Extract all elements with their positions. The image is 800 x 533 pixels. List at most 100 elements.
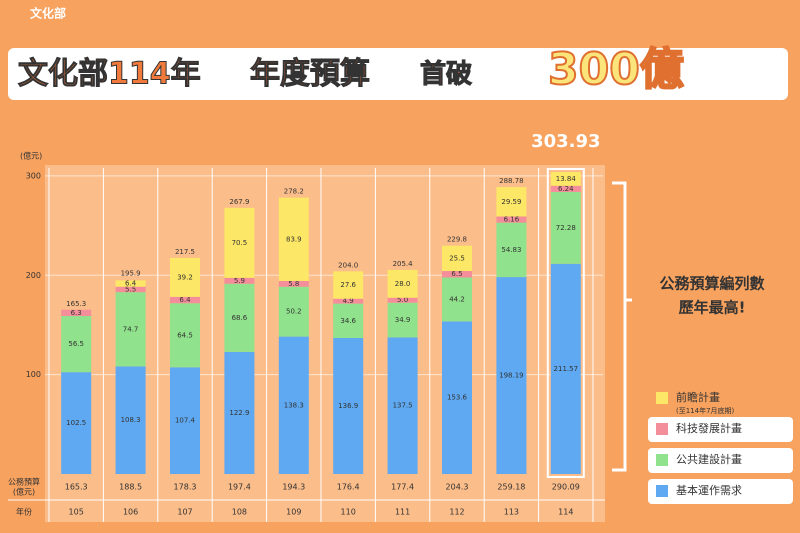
legend-swatch: [656, 392, 668, 404]
segment-label: 34.9: [395, 316, 411, 324]
bar-segment: [442, 277, 472, 322]
x-tick-label: 113: [504, 508, 519, 517]
budget-value: 204.3: [446, 483, 469, 492]
title-part: 年度預算: [250, 57, 370, 92]
bar-segment: [333, 303, 364, 338]
budget-value: 197.4: [228, 483, 251, 492]
segment-label: 198.19: [499, 372, 524, 380]
bar-segment: [387, 269, 418, 298]
bar-segment: [278, 197, 309, 281]
segment-label: 107.4: [175, 417, 196, 425]
callout: 公務預算編列數: [659, 275, 764, 293]
x-tick-label: 105: [69, 508, 84, 517]
bar-segment: [442, 245, 472, 272]
legend-label: 基本運作需求: [676, 483, 742, 497]
legend-swatch: [656, 485, 668, 497]
segment-label: 6.3: [71, 309, 82, 317]
title-part: 300億: [548, 44, 684, 95]
segment-label: 64.5: [177, 331, 193, 339]
bar-segment: [115, 286, 146, 293]
segment-label: 44.2: [449, 295, 465, 303]
bar-segment: [387, 337, 418, 474]
segment-label: 27.6: [340, 281, 356, 289]
bar-segment: [170, 296, 200, 304]
title-part: 文化部114年: [18, 57, 201, 92]
budget-value: 165.3: [65, 483, 88, 492]
legend-swatch: [656, 454, 668, 466]
segment-label: 5.5: [125, 285, 136, 293]
bar-segment: [442, 271, 472, 278]
x-tick-label: 114: [558, 508, 573, 517]
bar-segment: [496, 216, 527, 223]
bar-segment: [442, 321, 472, 474]
segment-label: 153.6: [447, 394, 468, 402]
bar-segment: [550, 185, 581, 192]
x-tick-label: 106: [123, 508, 138, 517]
segment-label: 50.2: [286, 308, 302, 316]
segment-label: 6.5: [451, 270, 462, 278]
bar-segment: [224, 351, 255, 474]
x-tick-label: 109: [286, 508, 301, 517]
legend-box: [648, 417, 793, 442]
total-label: 165.3: [66, 300, 86, 308]
segment-label: 74.7: [123, 325, 139, 333]
unit-label: (億元): [20, 151, 42, 161]
y-tick-label: 300: [26, 171, 41, 180]
bar-segment: [496, 222, 527, 278]
bar-segment: [115, 366, 146, 474]
budget-value: 188.5: [119, 483, 142, 492]
bar-segment: [115, 280, 146, 287]
segment-label: 70.5: [232, 239, 248, 247]
segment-label: 6.4: [125, 280, 137, 288]
total-label: 217.5: [175, 248, 195, 256]
legend-swatch: [656, 423, 668, 435]
row-label: 公務預算: [8, 477, 40, 487]
segment-label: 83.9: [286, 235, 302, 243]
budget-value: 290.09: [552, 483, 580, 492]
total-label: 288.78: [499, 177, 524, 185]
bar-segment: [115, 292, 146, 367]
total-label: 195.9: [121, 269, 141, 277]
bar-segment: [61, 372, 92, 474]
bar-segment: [278, 286, 309, 337]
total-label: 267.9: [229, 198, 249, 206]
bar-segment: [550, 172, 581, 186]
callout: 歷年最高!: [679, 299, 746, 317]
bar-segment: [387, 302, 418, 338]
bracket: [612, 181, 627, 472]
legend-note: (至114年7月底期): [676, 406, 735, 415]
segment-label: 5.9: [234, 277, 245, 285]
segment-label: 5.8: [288, 280, 299, 288]
segment-label: 137.5: [393, 402, 413, 410]
segment-label: 13.84: [556, 175, 577, 183]
segment-label: 6.4: [179, 296, 191, 304]
segment-label: 34.6: [340, 317, 356, 325]
x-tick-label: 112: [449, 508, 464, 517]
segment-label: 6.16: [504, 216, 520, 224]
bar-segment: [170, 303, 200, 368]
total-label: 205.4: [393, 260, 414, 268]
legend-label: 公共建設計畫: [676, 452, 742, 466]
budget-value: 194.3: [282, 483, 305, 492]
segment-label: 72.28: [556, 224, 576, 232]
segment-label: 6.24: [558, 185, 574, 193]
segment-label: 28.0: [395, 280, 411, 288]
segment-label: 25.5: [449, 254, 465, 262]
bar-segment: [278, 280, 309, 287]
bar-segment: [387, 297, 418, 303]
budget-value: 176.4: [337, 483, 360, 492]
bar-segment: [550, 191, 581, 264]
bar-segment: [224, 283, 255, 352]
logo: 文化部: [30, 6, 66, 21]
title-banner: [8, 48, 788, 100]
bar-segment: [333, 298, 364, 304]
segment-label: 108.3: [121, 416, 141, 424]
segment-label: 4.9: [343, 297, 354, 305]
bar-segment: [550, 263, 581, 474]
legend-box: [648, 479, 793, 504]
bar-segment: [278, 336, 309, 474]
legend-label: 前瞻計畫: [676, 390, 720, 404]
bar-segment: [170, 367, 200, 474]
